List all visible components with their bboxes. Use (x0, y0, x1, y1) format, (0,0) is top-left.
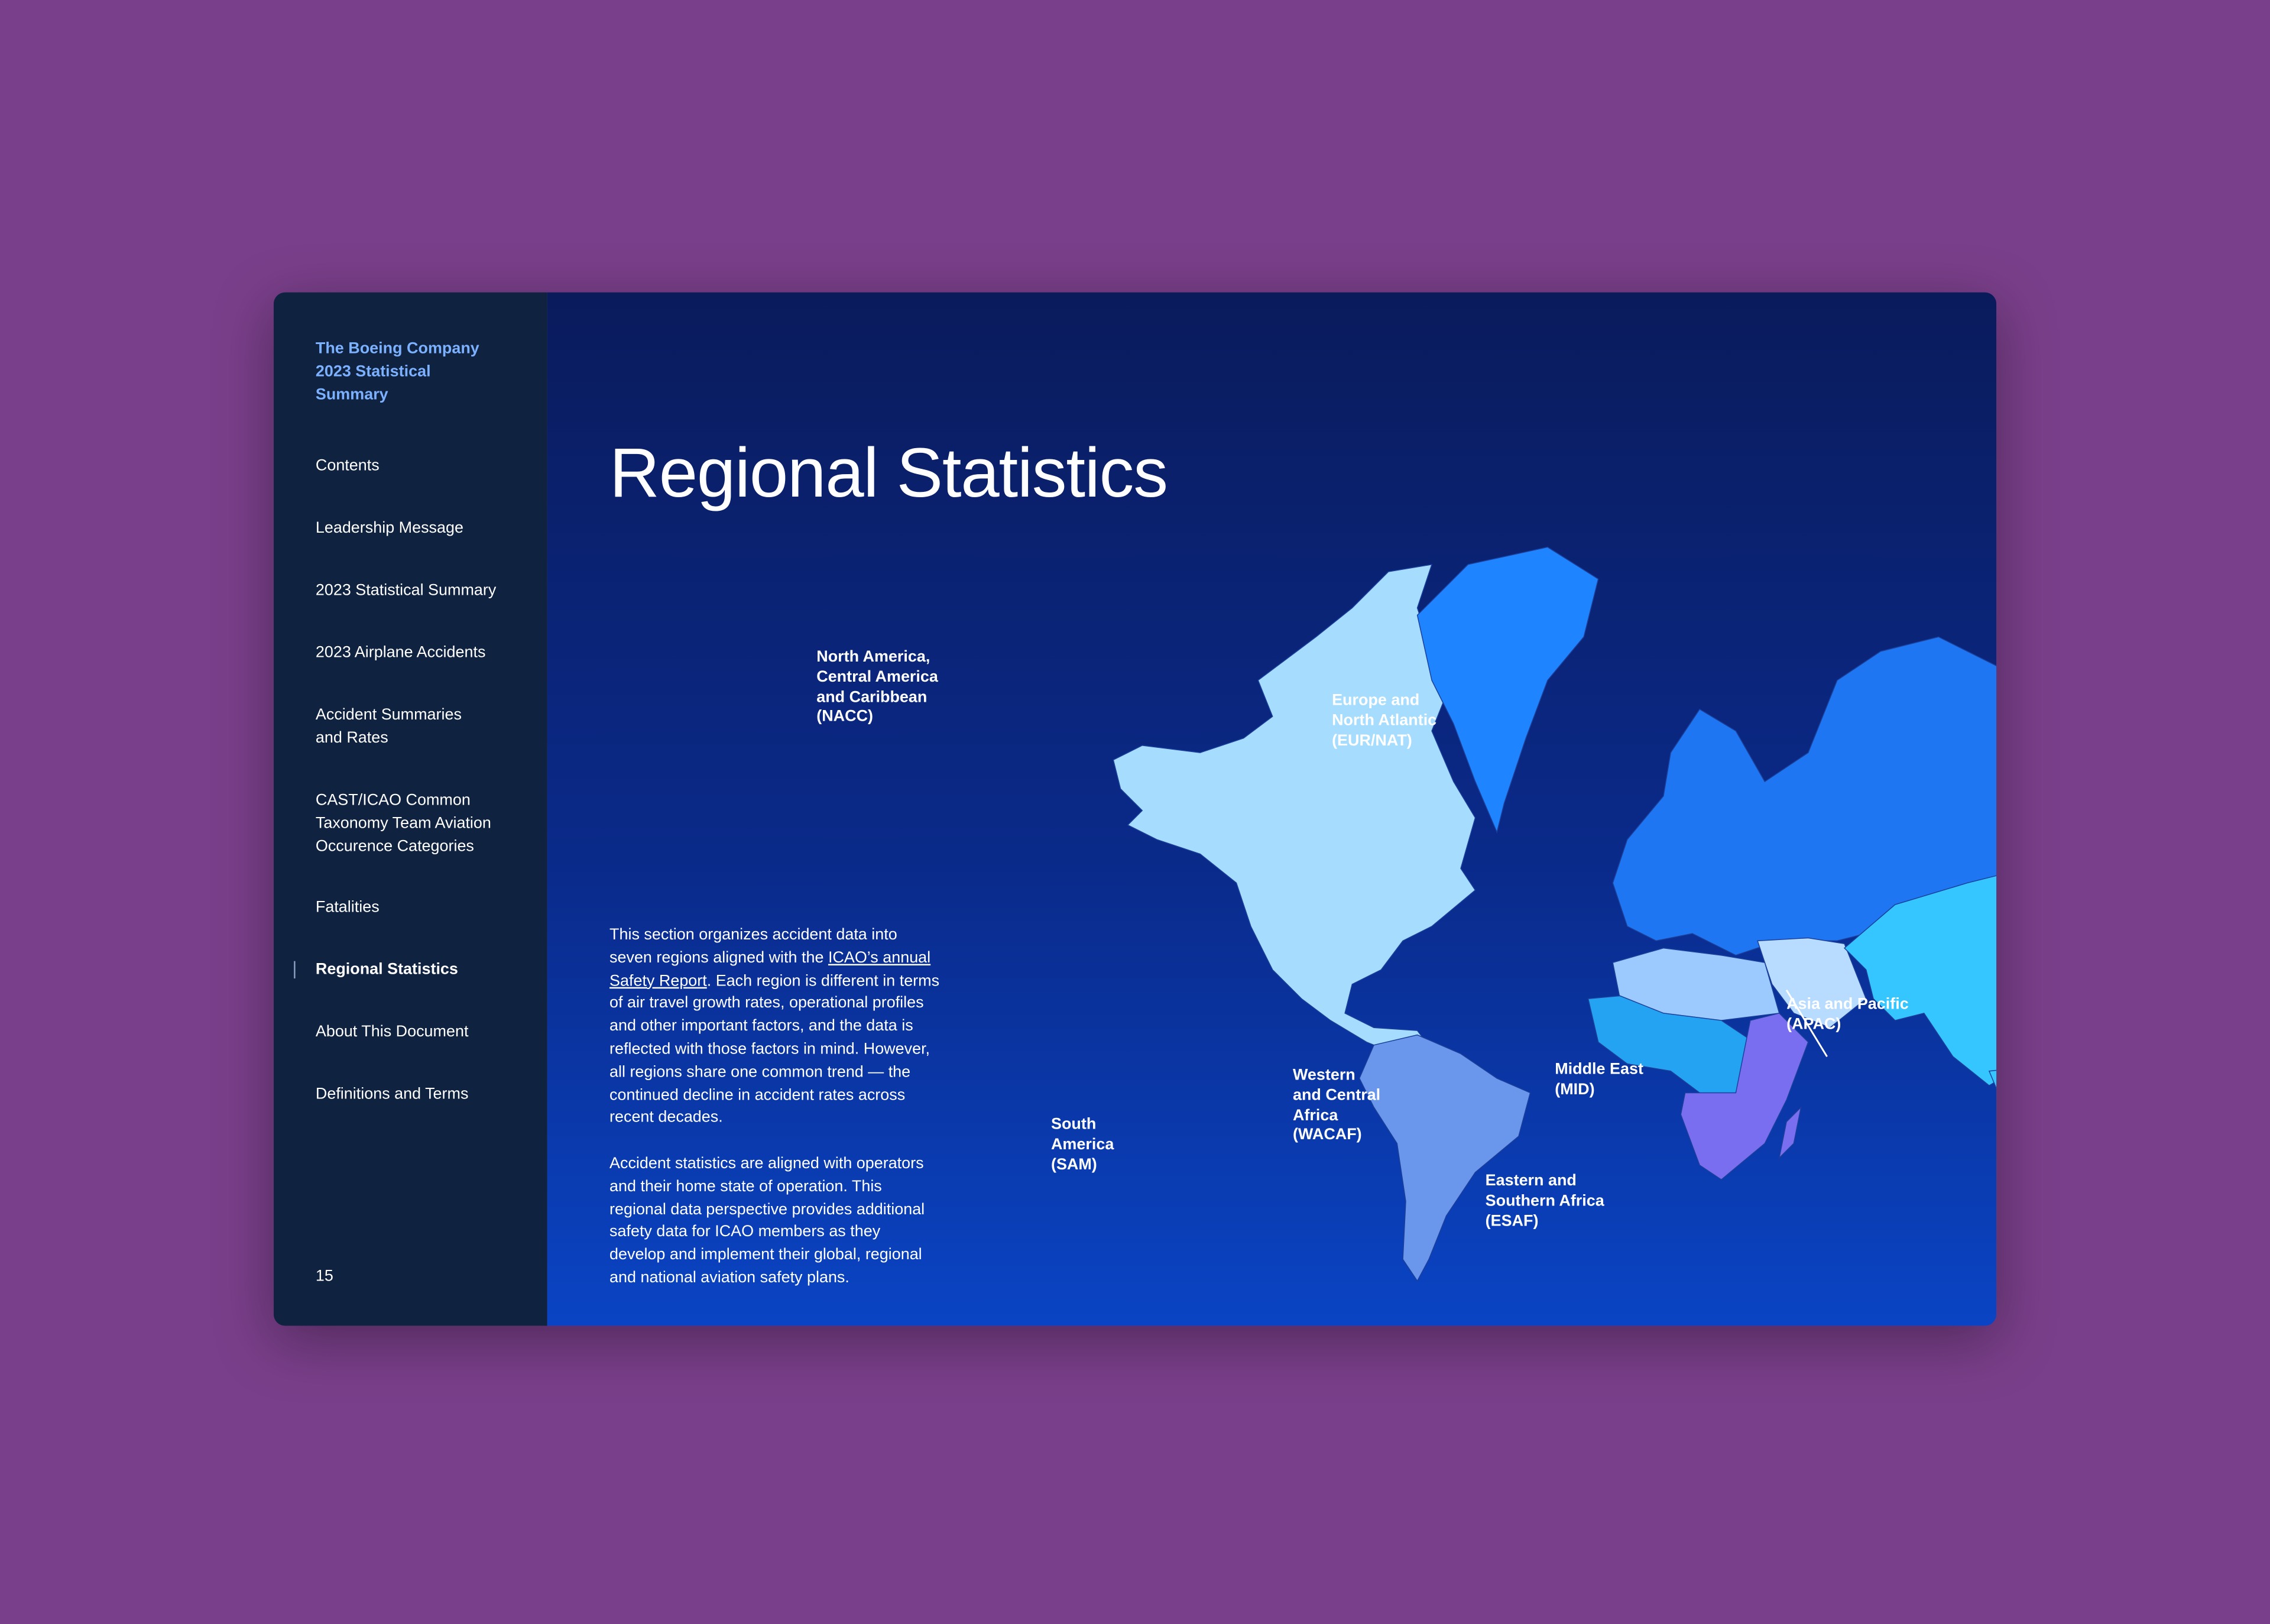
report-link[interactable]: ICAO’s annual Safety Report (609, 949, 931, 990)
map-label: Western and Central Africa (WACAF) (1292, 1067, 1381, 1145)
region-greenland (1416, 546, 1599, 834)
paragraph-text: . Each region is different in terms of a… (609, 972, 940, 1127)
page-heading: Regional Statistics (609, 435, 1168, 513)
paragraph-text: This section organizes accident data int… (609, 926, 897, 967)
sidebar-title: The Boeing Company 2023 Statistical Summ… (315, 340, 479, 404)
map-label: Europe and North Atlantic (EUR/NAT) (1332, 692, 1437, 750)
region-apac (1843, 875, 1997, 1087)
document-card: The Boeing Company 2023 Statistical Summ… (273, 292, 1997, 1326)
nav-item[interactable]: CAST/ICAO Common Taxonomy Team Aviation … (315, 792, 491, 855)
nav-item[interactable]: Regional Statistics (315, 961, 458, 979)
sidebar: The Boeing Company 2023 Statistical Summ… (273, 292, 547, 1326)
world-map (1113, 546, 1997, 1282)
page-number: 15 (315, 1268, 333, 1286)
map-label: North America, Central America and Carib… (816, 648, 938, 726)
region-esaf (1680, 1012, 1809, 1181)
region-nacc (1113, 563, 1476, 1058)
nav-item[interactable]: Leadership Message (315, 519, 463, 537)
paragraph: This section organizes accident data int… (609, 925, 939, 1130)
nav-item[interactable]: Fatalities (315, 899, 380, 916)
map-label: Asia and Pacific (APAC) (1786, 996, 1909, 1033)
nav-item[interactable]: About This Document (315, 1023, 469, 1041)
map-label: Middle East (MID) (1555, 1061, 1643, 1098)
paragraph: Accident statistics are aligned with ope… (609, 1155, 925, 1287)
nav-item[interactable]: Definitions and Terms (315, 1085, 469, 1103)
nav-item[interactable]: Accident Summaries and Rates (315, 706, 462, 747)
nav-item[interactable]: Contents (315, 457, 380, 475)
region-sam (1358, 1034, 1531, 1282)
leader-line (1785, 989, 1828, 1058)
region-madagascar (1778, 1106, 1802, 1159)
map-label: Eastern and Southern Africa (ESAF) (1485, 1172, 1604, 1230)
active-marker (294, 961, 296, 979)
region-mid (1757, 937, 1867, 1029)
map-label: South America (SAM) (1050, 1116, 1114, 1174)
region-indonesia (1988, 1069, 1997, 1089)
main-panel: Regional Statistics This section organiz… (547, 292, 1997, 1326)
nav-item[interactable]: 2023 Statistical Summary (315, 582, 497, 599)
nav-item[interactable]: 2023 Airplane Accidents (315, 644, 486, 662)
